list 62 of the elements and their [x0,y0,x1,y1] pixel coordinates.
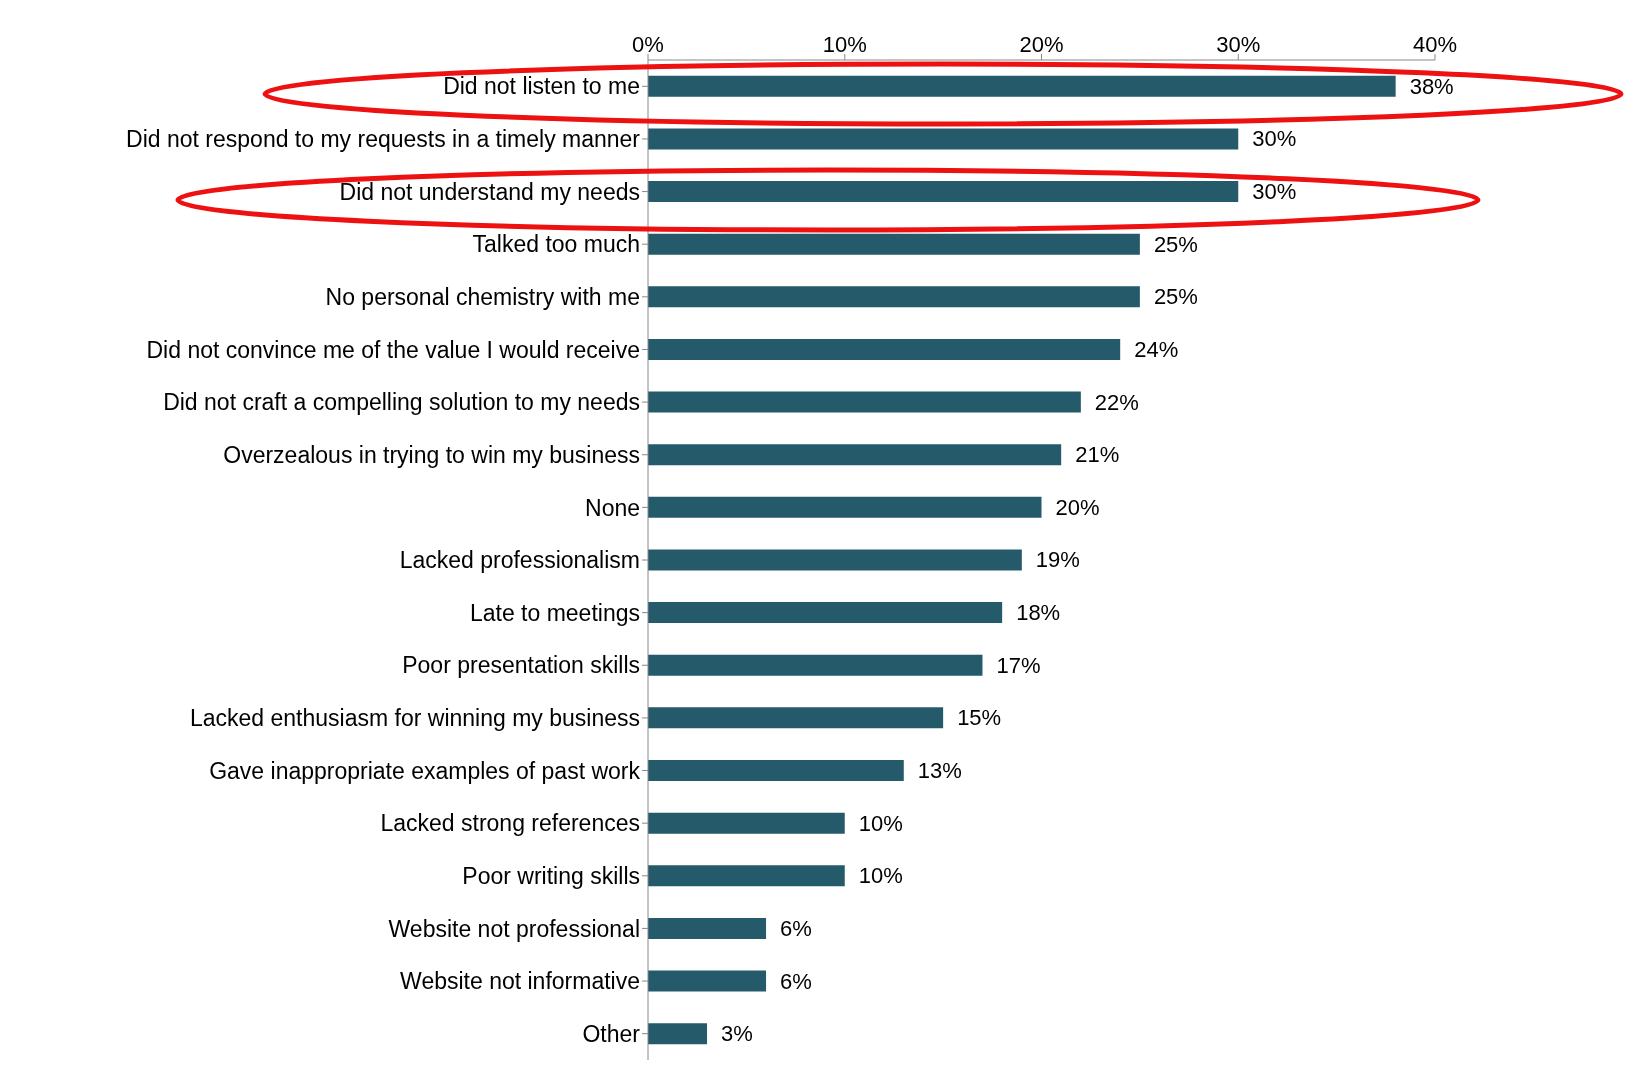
bar [648,654,983,676]
bar [648,707,944,729]
data-label: 25% [1153,284,1198,310]
bar [648,338,1121,360]
data-label: 10% [858,863,903,889]
bar [648,444,1062,466]
y-tick-label: Gave inappropriate examples of past work [209,757,641,784]
y-tick-label: Late to meetings [469,599,640,626]
data-label: 6% [780,968,812,994]
data-label: 17% [996,652,1041,678]
y-tick-label: Lacked enthusiasm for winning my business [189,705,640,732]
y-tick-label: Overzealous in trying to win my business [223,441,640,468]
data-label: 15% [957,705,1002,731]
bar [648,1023,708,1045]
bar [648,602,1003,624]
bar [648,391,1081,413]
x-tick-label: 10% [822,32,867,57]
x-tick-label: 0% [632,32,664,57]
y-tick-label: Did not respond to my requests in a timely manner [126,126,641,153]
data-label: 20% [1055,494,1100,520]
bar [648,549,1022,571]
data-label: 10% [858,810,903,836]
data-label: 30% [1252,179,1297,205]
y-tick-label: Other [582,1020,641,1047]
x-tick-label: 30% [1216,32,1261,57]
data-label: 3% [721,1021,753,1047]
bar [648,917,767,939]
data-label: 30% [1252,126,1297,152]
data-label: 38% [1409,73,1454,99]
x-tick-label: 40% [1412,32,1458,57]
data-label: 25% [1153,231,1198,257]
data-label: 18% [1016,600,1061,626]
y-tick-label: No personal chemistry with me [325,284,640,311]
bar [648,865,845,887]
y-tick-label: Poor presentation skills [402,652,640,679]
bar [648,128,1239,150]
y-tick-label: None [585,494,640,521]
y-tick-label: Did not understand my needs [339,178,640,205]
y-tick-label: Lacked professionalism [399,547,640,574]
bar [648,970,767,992]
y-tick-label: Poor writing skills [462,862,640,889]
bar [648,496,1042,518]
data-label: 21% [1075,442,1120,468]
x-tick-label: 20% [1019,32,1064,57]
y-tick-label: Did not listen to me [443,73,640,100]
y-tick-label: Lacked strong references [380,810,640,837]
y-tick-label: Website not professional [388,915,640,942]
data-label: 22% [1094,389,1139,415]
data-label: 13% [917,758,962,783]
bar [648,181,1239,203]
data-label: 19% [1035,547,1080,573]
y-tick-label: Did not craft a compelling solution to my needs [163,389,640,416]
y-tick-label: Website not informative [400,968,640,995]
data-label: 24% [1134,336,1179,362]
bar [648,760,904,781]
bar [648,812,845,834]
y-tick-label: Did not convince me of the value I would receive [146,336,640,363]
bar [648,286,1140,308]
data-label: 6% [780,915,812,941]
bar [648,75,1396,97]
bar [648,233,1140,255]
y-tick-label: Talked too much [472,231,640,258]
